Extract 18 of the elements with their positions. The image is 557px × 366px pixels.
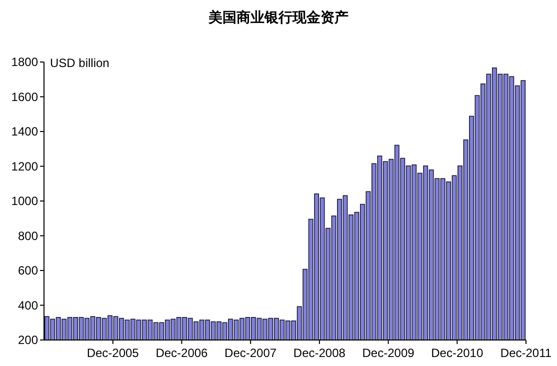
annotation: USD billion [50,56,110,70]
y-tick-label: 1800 [11,55,38,69]
x-tick-label: Dec-2005 [86,346,140,360]
y-tick-label: 200 [18,333,38,347]
x-tick-label: Dec-2009 [362,346,415,360]
y-tick-label: 600 [18,264,38,278]
y-tick-label: 1600 [11,90,38,104]
x-tick-label: Dec-2008 [293,346,346,360]
y-tick-label: 1400 [11,124,38,138]
y-tick-label: 400 [18,298,38,312]
y-tick-label: 1000 [11,194,38,208]
x-tick-label: Dec-2011 [500,346,552,360]
y-tick-label: 800 [18,228,38,243]
chart-title: 美国商业银行现金资产 [208,9,348,25]
x-tick-label: Dec-2007 [224,346,277,360]
y-tick-label: 1200 [11,159,38,174]
x-tick-label: Dec-2010 [431,346,484,360]
x-tick-label: Dec-2006 [156,346,208,360]
